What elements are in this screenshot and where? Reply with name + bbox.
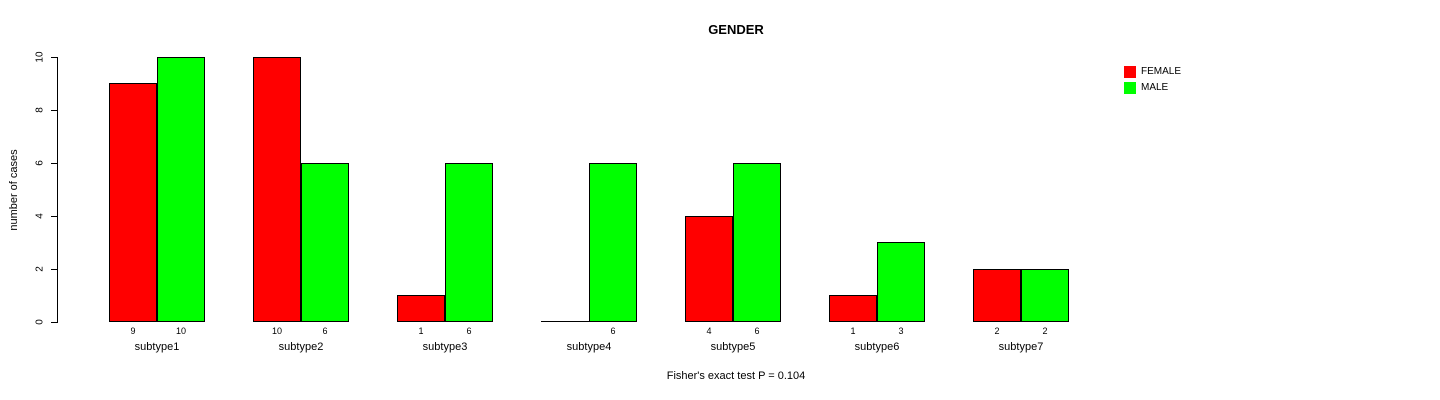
bar-value-label: 4 [706, 326, 712, 336]
caption: Fisher's exact test P = 0.104 [666, 370, 806, 382]
y-tick-label: 2 [34, 266, 46, 272]
bar-female-subtype6 [829, 295, 877, 322]
legend: FEMALE MALE [1124, 64, 1181, 96]
x-category-label-subtype3: subtype3 [422, 341, 468, 353]
bar-value-label: 6 [610, 326, 616, 336]
bar-value-label: 3 [898, 326, 904, 336]
y-tick [51, 57, 57, 58]
bar-value-label: 2 [994, 326, 1000, 336]
y-tick-label: 0 [34, 319, 46, 325]
x-category-label-subtype7: subtype7 [998, 341, 1044, 353]
bar-value-label: 10 [271, 326, 282, 336]
bar-female-subtype1 [109, 83, 157, 322]
x-category-label-subtype1: subtype1 [134, 341, 180, 353]
y-tick [51, 269, 57, 270]
x-category-label-subtype6: subtype6 [854, 341, 900, 353]
x-category-label-subtype2: subtype2 [278, 341, 324, 353]
bar-female-subtype7 [973, 269, 1021, 322]
bar-male-subtype1 [157, 57, 205, 322]
legend-item-female: FEMALE [1124, 64, 1181, 79]
legend-swatch-male [1124, 81, 1136, 94]
x-category-label-subtype5: subtype5 [710, 341, 756, 353]
bar-value-label: 1 [850, 326, 856, 336]
bar-female-subtype4 [541, 321, 589, 322]
y-axis-line [57, 57, 58, 323]
y-tick [51, 322, 57, 323]
y-tick [51, 110, 57, 111]
legend-swatch-female [1124, 65, 1136, 78]
bar-value-label: 6 [322, 326, 328, 336]
y-axis-label: number of cases [8, 149, 20, 231]
bar-value-label: 9 [130, 326, 136, 336]
legend-item-male: MALE [1124, 80, 1181, 95]
bar-male-subtype5 [733, 163, 781, 322]
bar-female-subtype5 [685, 216, 733, 322]
bar-value-label: 1 [418, 326, 424, 336]
bar-value-label: 10 [175, 326, 186, 336]
y-tick-label: 8 [34, 107, 46, 113]
bar-male-subtype2 [301, 163, 349, 322]
bar-female-subtype3 [397, 295, 445, 322]
bar-male-subtype3 [445, 163, 493, 322]
y-tick-label: 10 [34, 51, 46, 63]
bar-female-subtype2 [253, 57, 301, 322]
chart-title: GENDER [708, 22, 764, 37]
bar-male-subtype7 [1021, 269, 1069, 322]
y-tick [51, 163, 57, 164]
bar-male-subtype6 [877, 242, 925, 322]
legend-label: FEMALE [1141, 66, 1182, 77]
y-tick-label: 6 [34, 160, 46, 166]
bar-value-label: 2 [1042, 326, 1048, 336]
bar-male-subtype4 [589, 163, 637, 322]
x-category-label-subtype4: subtype4 [566, 341, 612, 353]
legend-label: MALE [1141, 82, 1169, 93]
y-tick [51, 216, 57, 217]
bar-value-label: 6 [466, 326, 472, 336]
bar-value-label: 6 [754, 326, 760, 336]
y-tick-label: 4 [34, 213, 46, 219]
